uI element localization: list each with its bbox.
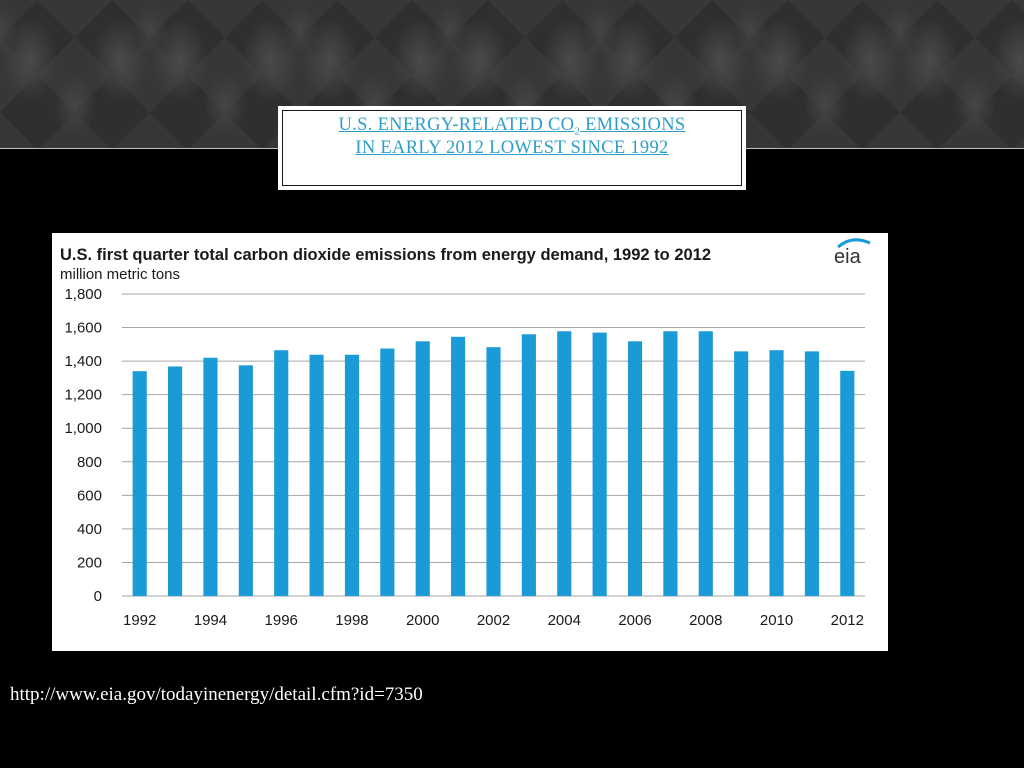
bar-2012 [840,370,855,596]
bar-1993 [168,366,183,596]
x-tick-label: 2002 [477,612,510,629]
x-tick-label: 2010 [760,612,793,629]
x-tick-label: 2006 [618,612,651,629]
bar-2008 [698,331,713,596]
bar-2006 [627,341,643,596]
bar-2004 [557,331,572,596]
bar-1994 [203,357,218,596]
y-tick-label: 0 [94,588,102,605]
x-tick-label: 1996 [265,612,298,629]
bar-2000 [415,341,430,596]
bar-1992 [132,371,147,596]
bar-2009 [734,351,749,596]
bar-1995 [238,365,253,596]
title-line1-suffix: EMISSIONS [580,115,686,135]
y-tick-label: 1,000 [64,420,102,437]
x-tick-label: 2004 [548,612,581,629]
bar-2007 [663,331,678,596]
title-subscript: 2 [574,125,581,138]
bar-2005 [592,332,607,596]
y-tick-label: 200 [77,554,102,571]
bar-2003 [521,334,536,596]
chart-title: U.S. first quarter total carbon dioxide … [60,246,711,264]
y-tick-label: 1,400 [64,353,102,370]
chart-panel: U.S. first quarter total carbon dioxide … [52,233,888,651]
bar-1998 [344,354,360,596]
y-tick-label: 400 [77,521,102,538]
x-tick-label: 2000 [406,612,439,629]
y-tick-label: 1,800 [64,286,102,303]
x-tick-label: 1998 [335,612,368,629]
bar-2002 [486,347,501,596]
bar-1997 [309,354,324,596]
bar-1999 [380,348,395,596]
bar-2010 [769,350,784,596]
x-tick-label: 1994 [194,612,227,629]
y-tick-label: 800 [77,454,102,471]
bar-chart: U.S. first quarter total carbon dioxide … [60,238,871,629]
bars [132,331,855,596]
y-tick-label: 1,200 [64,387,102,404]
bar-2011 [804,351,819,596]
bar-1996 [274,350,289,596]
title-line1-text: U.S. ENERGY-RELATED CO [338,115,575,135]
title-box: U.S. ENERGY-RELATED CO2 EMISSIONS IN EAR… [278,106,746,190]
y-axis-unit-label: million metric tons [60,266,180,283]
decorative-banner [0,0,1024,149]
eia-logo-text: eia [834,246,862,268]
y-tick-label: 1,600 [64,320,102,337]
eia-logo: eia [834,238,871,268]
slide-title: U.S. ENERGY-RELATED CO2 EMISSIONS IN EAR… [279,114,745,160]
title-line2-text: IN EARLY 2012 LOWEST SINCE 1992 [355,138,669,158]
x-tick-label: 1992 [123,612,156,629]
title-box-border [282,110,742,186]
x-axis-ticks: 1992 1994 1996 1998 2000 2002 2004 2006 2008 2010… [123,612,864,629]
bar-2001 [451,336,466,596]
y-axis-ticks: 0 200 400 600 800 1,000 1,200 1,400 1,600 1,800 [64,286,102,605]
y-tick-label: 600 [77,487,102,504]
x-tick-label: 2008 [689,612,722,629]
x-tick-label: 2012 [831,612,864,629]
source-url[interactable]: http://www.eia.gov/todayinenergy/detail.… [10,684,423,705]
